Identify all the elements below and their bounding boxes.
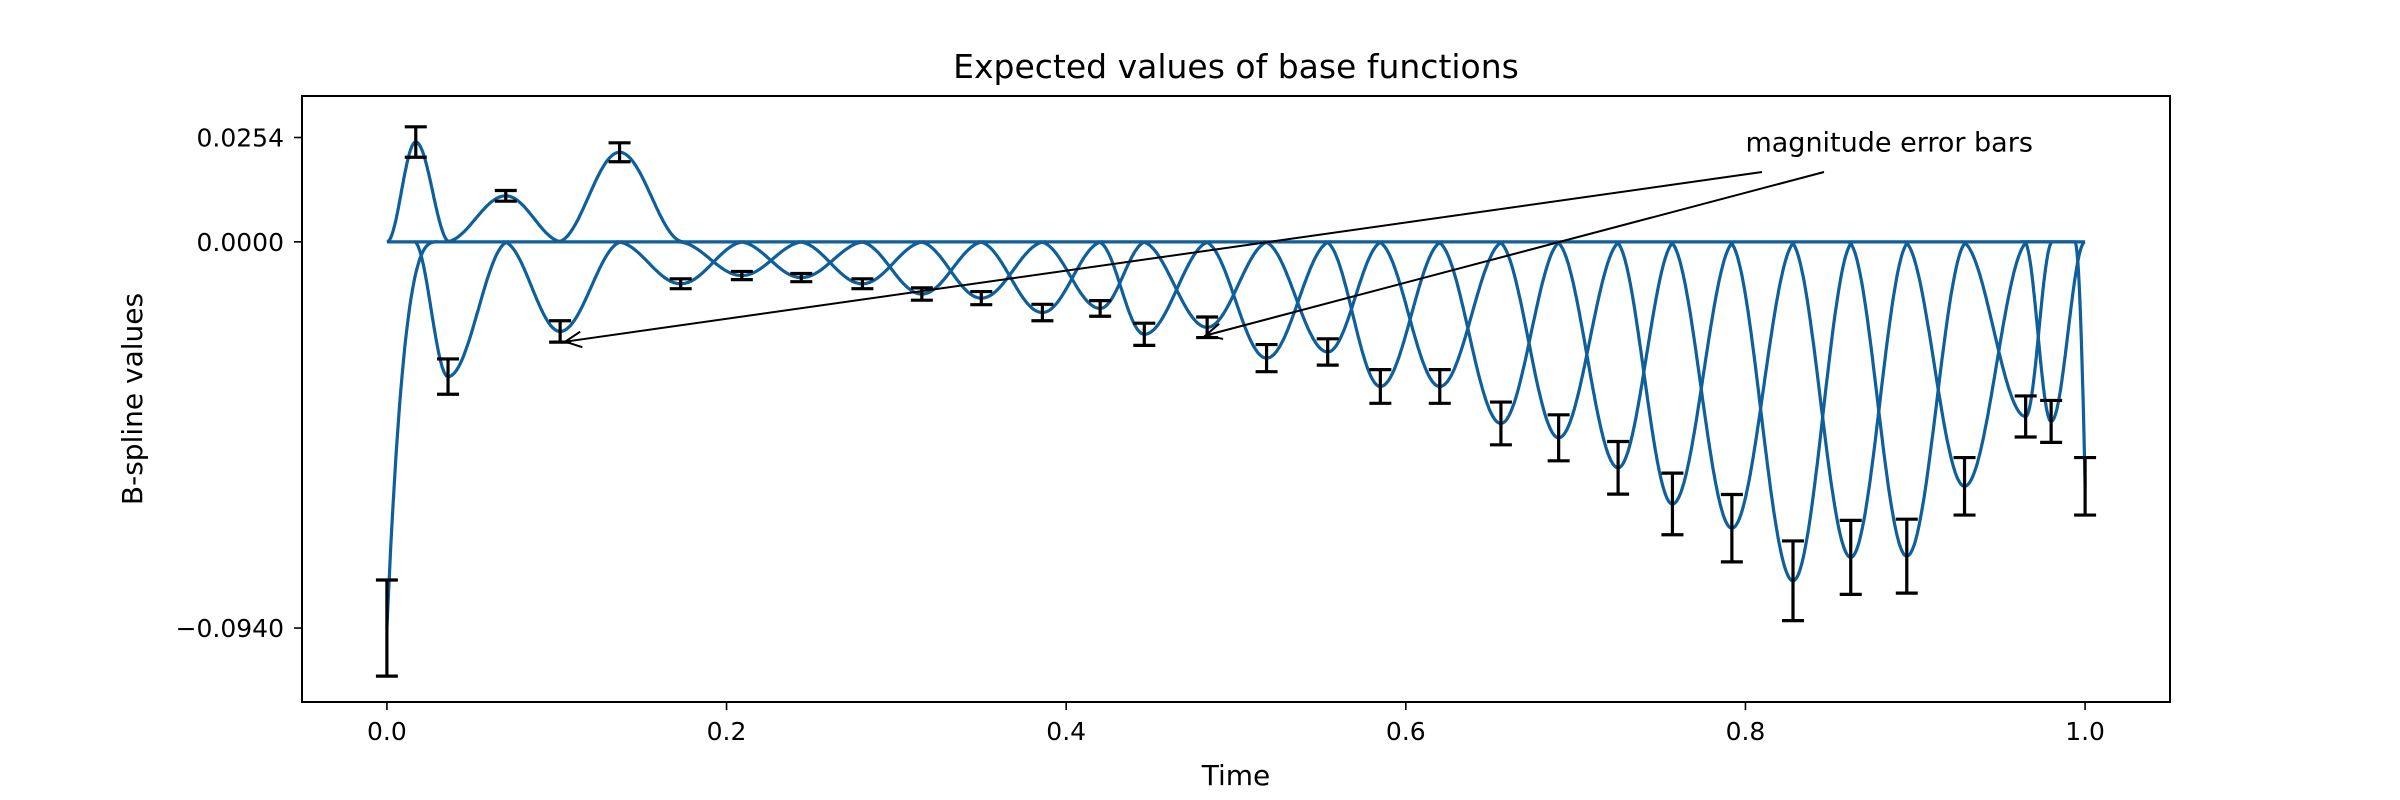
error-bar [1089, 299, 1112, 318]
error-bar [375, 578, 398, 678]
error-bar [1607, 439, 1630, 496]
error-bar [730, 269, 753, 282]
error-bar [2014, 394, 2037, 439]
error-bar [669, 277, 692, 291]
y-axis-label: B-spline values [116, 293, 149, 505]
y-tick-label: −0.0940 [176, 614, 284, 643]
error-bar [1316, 337, 1339, 367]
error-bar [437, 357, 460, 396]
error-bars [375, 125, 2097, 678]
error-bar [1953, 455, 1976, 517]
y-tick-label: 0.0000 [197, 228, 284, 257]
error-bar [1369, 368, 1392, 405]
x-axis-ticks: 0.0 0.2 0.4 0.6 0.8 1.0 [367, 702, 2105, 746]
x-axis-label: Time [1201, 759, 1271, 792]
annotation-arrowhead [1203, 323, 1224, 340]
error-bar [1489, 400, 1512, 447]
x-tick-label: 0.2 [707, 717, 747, 746]
error-bar [1547, 413, 1570, 463]
error-bar [404, 125, 427, 159]
basis-function-curve [385, 240, 439, 629]
error-bar [1031, 302, 1054, 323]
plot-frame [301, 95, 2171, 703]
x-tick-label: 0.6 [1386, 717, 1426, 746]
error-bar [494, 188, 517, 203]
error-bar [608, 141, 631, 164]
y-axis-ticks: −0.0940 0.0000 0.0254 [176, 123, 302, 643]
x-tick-label: 0.0 [367, 717, 407, 746]
annotation-text: magnitude error bars [1745, 127, 2032, 158]
error-bar [1782, 539, 1805, 623]
error-bar [851, 277, 874, 291]
error-bar [790, 271, 813, 284]
basis-function-curve [2020, 240, 2087, 487]
error-bar [1255, 342, 1278, 374]
error-bar [1133, 321, 1156, 347]
error-bar [1839, 518, 1862, 596]
error-bar [2074, 455, 2097, 517]
error-bar [2040, 398, 2063, 444]
x-tick-label: 0.8 [1726, 717, 1766, 746]
error-bar [1720, 492, 1743, 564]
annotation-arrow [1205, 171, 1825, 337]
error-bar [970, 289, 993, 307]
x-tick-label: 1.0 [2065, 717, 2105, 746]
annotation-arrow [565, 171, 1763, 343]
error-bar [910, 286, 933, 302]
error-bar [1895, 517, 1918, 595]
error-bar [1661, 471, 1684, 537]
annotation-arrowhead [562, 330, 583, 349]
error-bar [1428, 368, 1451, 405]
chart-title: Expected values of base functions [953, 47, 1519, 86]
annotation: magnitude error bars [562, 127, 2033, 349]
x-tick-label: 0.4 [1046, 717, 1086, 746]
y-tick-label: 0.0254 [197, 123, 284, 152]
